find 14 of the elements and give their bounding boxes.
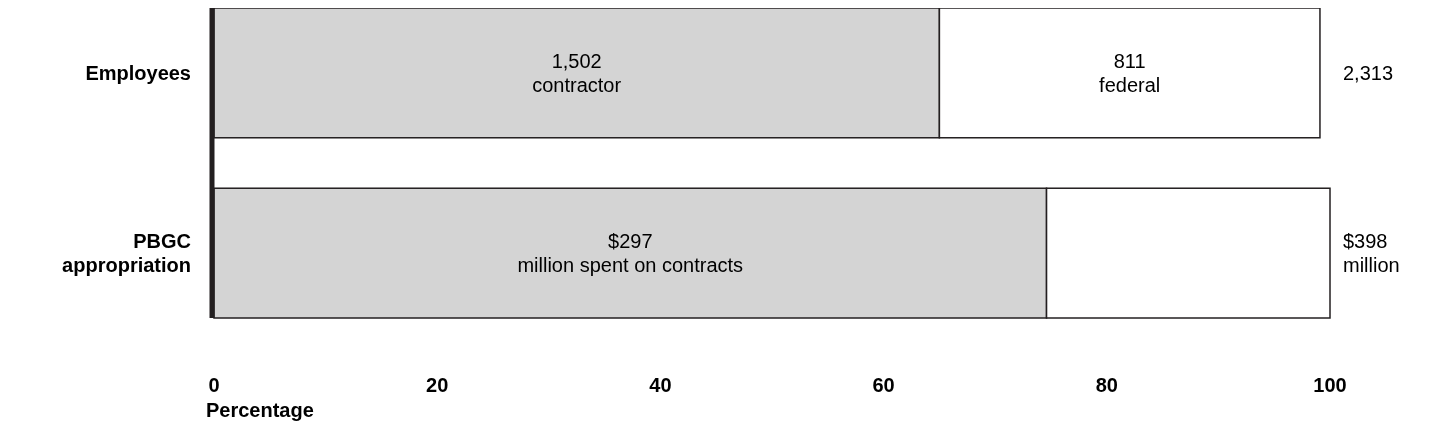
x-tick-label: 40 xyxy=(649,374,672,396)
x-axis-title: Percentage xyxy=(206,399,314,421)
annotation: 1,502 contractor xyxy=(532,49,622,96)
x-tick-label: 100 xyxy=(1313,374,1347,396)
annotation: $297 million spent on contracts xyxy=(517,230,744,277)
annotation: 2,313 xyxy=(1343,61,1394,84)
x-tick-label: 20 xyxy=(426,374,449,396)
y-tick-label: PBGC appropriation xyxy=(62,230,191,277)
x-tick-label: 60 xyxy=(872,374,895,396)
annotation: $398 million xyxy=(1343,230,1400,277)
x-tick-label: 0 xyxy=(208,374,220,396)
y-tick-label: Employees xyxy=(85,61,191,84)
x-tick-label: 80 xyxy=(1095,374,1118,396)
annotation: 811 federal xyxy=(1099,49,1161,96)
